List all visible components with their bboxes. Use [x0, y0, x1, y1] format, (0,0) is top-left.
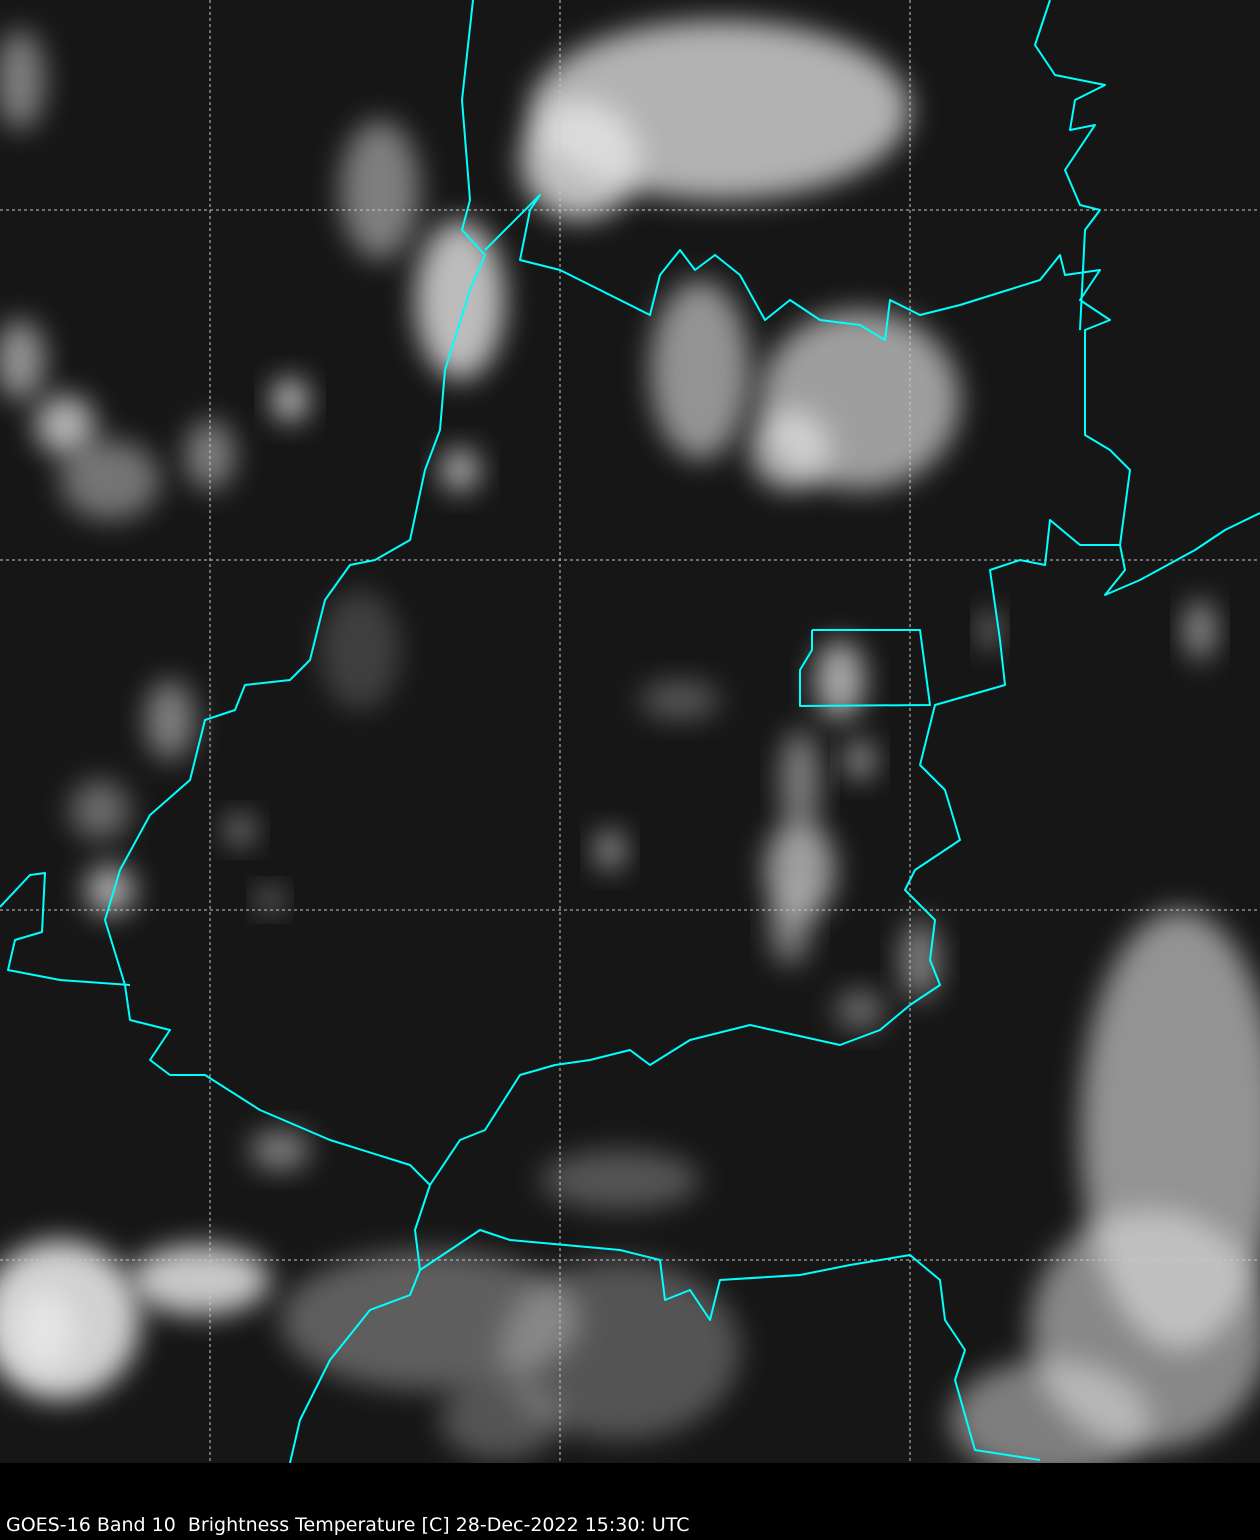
border-line — [1034, 0, 1106, 331]
cloud — [340, 120, 420, 260]
cloud — [1185, 600, 1215, 660]
cloud — [258, 888, 282, 912]
cloud — [595, 830, 625, 870]
cloud — [540, 1150, 700, 1210]
cloud — [35, 395, 95, 455]
cloud — [440, 448, 480, 492]
cloud — [130, 1245, 270, 1315]
cloud — [145, 680, 195, 760]
cloud — [85, 865, 135, 915]
cloud — [980, 610, 1000, 650]
cloud — [845, 740, 875, 780]
cloud — [650, 280, 750, 460]
cloud — [15, 1290, 75, 1370]
graticule — [0, 0, 1260, 1463]
caption: GOES-16 Band 10 Brightness Temperature [… — [6, 1514, 690, 1536]
cloud — [70, 780, 130, 840]
cloud — [0, 320, 45, 400]
cloud — [765, 820, 835, 920]
border-line — [0, 872, 131, 986]
cloud — [185, 420, 235, 490]
border-line — [104, 0, 486, 1463]
cloud — [770, 895, 810, 965]
cloud — [520, 100, 640, 220]
cloud — [750, 410, 830, 490]
cloud — [225, 815, 255, 845]
cloud — [780, 730, 820, 830]
border-line — [419, 1229, 1041, 1461]
cloud — [640, 680, 720, 720]
cloud — [835, 990, 885, 1030]
border-line — [1104, 512, 1260, 596]
cloud — [950, 1360, 1150, 1463]
borders — [0, 0, 1260, 1463]
cloud — [250, 1130, 310, 1170]
cloud — [440, 1380, 560, 1460]
cloud — [320, 590, 400, 710]
cloud-layer — [0, 20, 1260, 1463]
cloud — [815, 640, 865, 720]
border-line — [799, 629, 931, 707]
satellite-map — [0, 0, 1260, 1463]
cloud — [272, 378, 308, 422]
cloud — [0, 30, 45, 130]
cloud — [500, 1260, 740, 1440]
cloud — [60, 440, 160, 520]
